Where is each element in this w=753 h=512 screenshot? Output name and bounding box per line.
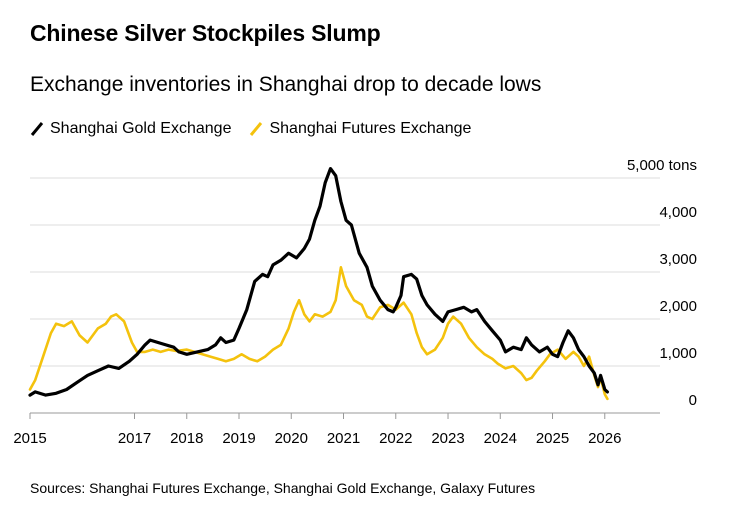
series-group bbox=[28, 167, 609, 401]
y-tick-label: 1,000 bbox=[659, 345, 697, 362]
y-tick-label: 4,000 bbox=[659, 204, 697, 221]
source-note: Sources: Shanghai Futures Exchange, Shan… bbox=[30, 480, 536, 496]
y-tick-label: 2,000 bbox=[659, 298, 697, 315]
series-line-shfe bbox=[28, 266, 609, 401]
legend: Shanghai Gold Exchange Shanghai Futures … bbox=[30, 120, 489, 138]
x-tick-label: 2019 bbox=[222, 430, 255, 447]
x-tick-label: 2026 bbox=[588, 430, 621, 447]
x-tick-label: 2023 bbox=[431, 430, 464, 447]
x-tick-label: 2017 bbox=[118, 430, 151, 447]
legend-item-shfe: Shanghai Futures Exchange bbox=[249, 120, 471, 138]
chart-title: Chinese Silver Stockpiles Slump bbox=[30, 20, 381, 46]
x-tick-label: 2018 bbox=[170, 430, 203, 447]
line-chart: 0 1,000 2,000 3,000 4,000 5,000 tons 2015 2017… bbox=[13, 157, 697, 447]
series-line-sge bbox=[28, 167, 609, 397]
y-axis-ticks: 0 1,000 2,000 3,000 4,000 5,000 tons bbox=[627, 157, 697, 409]
legend-label-sge: Shanghai Gold Exchange bbox=[50, 120, 232, 137]
x-tick-label: 2024 bbox=[484, 430, 517, 447]
x-tick-label: 2025 bbox=[536, 430, 569, 447]
x-tick-label: 2022 bbox=[379, 430, 412, 447]
legend-swatch-shfe bbox=[250, 122, 263, 136]
x-tick-label: 2015 bbox=[13, 430, 46, 447]
x-axis-ticks: 2015 2017 2018 2019 2020 2021 2022 2023 2024 2025… bbox=[13, 413, 621, 447]
y-tick-label: 3,000 bbox=[659, 251, 697, 268]
chart-subtitle: Exchange inventories in Shanghai drop to… bbox=[30, 73, 542, 96]
legend-label-shfe: Shanghai Futures Exchange bbox=[269, 120, 472, 137]
y-tick-label: 5,000 tons bbox=[627, 157, 697, 174]
y-tick-label: 0 bbox=[689, 392, 697, 409]
legend-item-sge: Shanghai Gold Exchange bbox=[30, 120, 231, 138]
x-tick-label: 2020 bbox=[275, 430, 308, 447]
legend-swatch-sge bbox=[30, 122, 44, 136]
x-tick-label: 2021 bbox=[327, 430, 360, 447]
